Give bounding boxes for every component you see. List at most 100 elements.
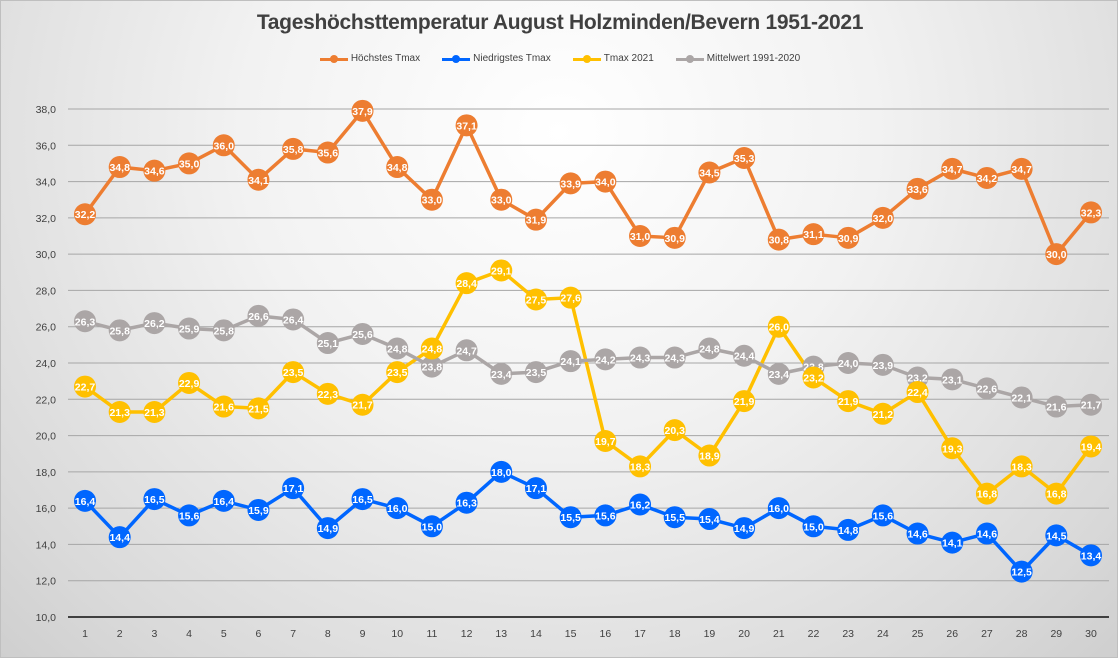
y-tick-label: 32,0: [36, 213, 57, 225]
data-label: 12,5: [1011, 567, 1032, 579]
data-point: [975, 377, 998, 400]
data-point: [143, 312, 166, 335]
data-label: 24,2: [595, 354, 616, 366]
x-tick-label: 6: [256, 628, 262, 640]
data-point: [1010, 455, 1033, 478]
data-point: [906, 381, 929, 404]
data-label: 23,1: [942, 374, 963, 386]
data-label: 23,8: [422, 362, 443, 374]
x-tick-label: 4: [186, 628, 192, 640]
data-point: [559, 286, 582, 309]
data-label: 36,0: [214, 140, 235, 152]
data-point: [698, 508, 721, 531]
data-point: [871, 402, 894, 425]
data-label: 14,6: [907, 529, 928, 541]
data-label: 22,1: [1011, 392, 1032, 404]
data-point: [316, 382, 339, 405]
data-point: [837, 352, 860, 374]
x-tick-label: 2: [117, 628, 123, 640]
x-tick-label: 23: [842, 628, 854, 640]
y-tick-label: 28,0: [36, 285, 57, 297]
data-label: 18,3: [1011, 461, 1032, 473]
data-label: 22,7: [75, 382, 96, 394]
legend-item: Höchstes Tmax: [319, 53, 420, 64]
legend-swatch-icon: [319, 54, 348, 64]
x-tick-label: 10: [391, 628, 403, 640]
data-point: [733, 517, 756, 540]
data-label: 34,7: [942, 164, 963, 176]
data-point: [455, 114, 478, 137]
data-label: 14,1: [942, 538, 963, 550]
x-tick-label: 26: [946, 628, 958, 640]
data-label: 24,4: [734, 351, 755, 363]
data-point: [975, 166, 998, 189]
y-tick-label: 36,0: [36, 140, 57, 152]
data-label: 26,4: [283, 314, 304, 326]
data-label: 14,4: [109, 532, 130, 544]
data-label: 19,3: [942, 443, 963, 455]
data-point: [420, 337, 443, 360]
data-label: 35,3: [734, 153, 755, 165]
x-tick-label: 9: [360, 628, 366, 640]
data-label: 31,9: [526, 215, 547, 227]
data-label: 23,4: [491, 369, 512, 381]
data-label: 18,0: [491, 467, 512, 479]
data-label: 35,0: [179, 158, 200, 170]
data-point: [1080, 435, 1102, 458]
data-point: [802, 223, 825, 246]
data-label: 21,9: [838, 396, 859, 408]
data-point: [143, 400, 166, 423]
data-point: [386, 497, 409, 520]
data-label: 25,9: [179, 324, 200, 336]
data-point: [594, 348, 617, 371]
y-tick-label: 38,0: [36, 104, 57, 116]
data-point: [594, 170, 617, 193]
data-point: [837, 390, 860, 413]
legend-swatch-icon: [572, 54, 601, 64]
legend-item: Tmax 2021: [572, 53, 654, 64]
data-point: [351, 393, 374, 416]
data-point: [351, 99, 374, 122]
data-point: [767, 228, 790, 251]
data-point: [490, 188, 513, 211]
data-label: 16,4: [214, 496, 235, 508]
data-point: [871, 206, 894, 229]
data-label: 24,7: [456, 345, 477, 357]
x-tick-label: 3: [151, 628, 157, 640]
data-label: 14,9: [318, 523, 339, 535]
data-label: 24,8: [422, 343, 443, 355]
data-label: 21,2: [873, 409, 894, 421]
data-point: [594, 430, 617, 453]
data-label: 34,8: [109, 162, 130, 174]
data-point: [316, 141, 339, 164]
data-point: [941, 157, 964, 180]
data-point: [455, 491, 478, 514]
data-point: [767, 315, 790, 338]
data-point: [802, 515, 825, 538]
data-label: 34,1: [248, 175, 269, 187]
data-point: [629, 455, 652, 478]
data-label: 24,1: [560, 356, 581, 368]
y-tick-label: 12,0: [36, 576, 57, 588]
data-point: [837, 226, 860, 249]
data-point: [490, 259, 513, 282]
legend-swatch-icon: [442, 54, 471, 64]
data-point: [1010, 157, 1033, 180]
data-label: 17,1: [283, 483, 304, 495]
data-label: 16,3: [456, 498, 477, 510]
data-label: 26,2: [144, 318, 165, 330]
data-label: 33,0: [491, 195, 512, 207]
x-tick-label: 7: [290, 628, 296, 640]
data-point: [871, 353, 894, 376]
data-label: 26,0: [769, 322, 790, 334]
data-point: [212, 489, 235, 512]
data-point: [316, 332, 339, 355]
data-point: [212, 395, 235, 418]
data-point: [247, 397, 270, 420]
data-label: 24,0: [838, 358, 859, 370]
data-label: 30,9: [665, 233, 686, 245]
data-point: [247, 304, 270, 327]
chart-title: Tageshöchsttemperatur August Holzminden/…: [256, 11, 864, 34]
data-label: 23,4: [769, 369, 790, 381]
